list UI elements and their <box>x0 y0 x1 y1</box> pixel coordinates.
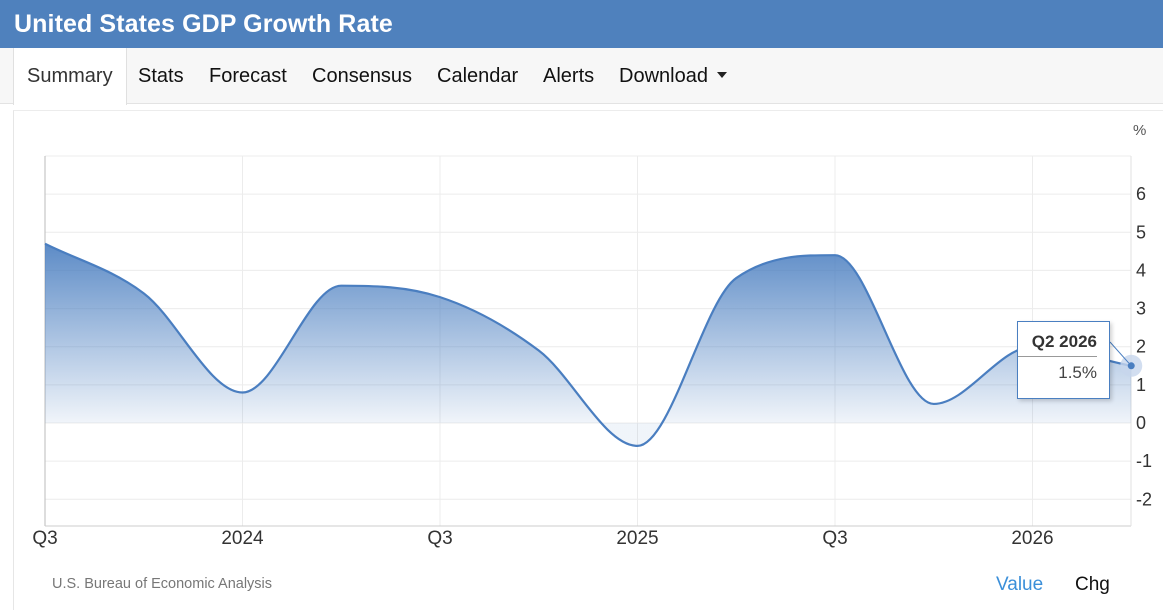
tooltip-value: 1.5% <box>1058 363 1097 382</box>
y-tick-label: 1 <box>1136 375 1146 395</box>
y-tick-label: 6 <box>1136 184 1146 204</box>
series-line <box>44 242 1132 447</box>
x-tick-label: 2024 <box>221 528 264 549</box>
y-tick-label: -2 <box>1136 489 1152 509</box>
series-area <box>45 243 1132 446</box>
tab-bar: Summary Stats Forecast Consensus Calenda… <box>0 48 1163 105</box>
y-tick-label: 2 <box>1136 337 1146 357</box>
x-tick-label: 2025 <box>616 528 658 549</box>
chart-tooltip: Q2 2026 1.5% <box>1017 321 1110 399</box>
y-tick-label: 5 <box>1136 222 1146 242</box>
tab-summary[interactable]: Summary <box>13 48 127 105</box>
y-tick-label: 0 <box>1136 413 1146 433</box>
caret-down-icon <box>716 71 727 78</box>
x-tick-label: 2026 <box>1011 528 1053 549</box>
x-tick-label: Q3 <box>32 528 57 549</box>
tab-forecast[interactable]: Forecast <box>209 65 287 87</box>
x-tick-label: Q3 <box>822 528 847 549</box>
tab-download-label: Download <box>619 65 708 87</box>
tab-calendar[interactable]: Calendar <box>437 65 519 87</box>
tab-consensus[interactable]: Consensus <box>312 65 413 87</box>
y-axis-unit: % <box>1133 122 1147 139</box>
y-tick-label: -1 <box>1136 451 1152 471</box>
y-tick-label: 4 <box>1136 260 1146 280</box>
x-tick-label: Q3 <box>427 528 452 549</box>
tooltip-pointer <box>1109 341 1132 367</box>
source-text: U.S. Bureau of Economic Analysis <box>52 576 273 592</box>
chart-panel <box>13 110 1163 610</box>
tooltip-label: Q2 2026 <box>1018 332 1097 357</box>
value-toggle[interactable]: Value <box>996 574 1044 595</box>
chg-toggle[interactable]: Chg <box>1075 574 1110 595</box>
tab-stats[interactable]: Stats <box>138 65 184 87</box>
page-title: United States GDP Growth Rate <box>0 0 1163 48</box>
tab-alerts[interactable]: Alerts <box>543 65 595 87</box>
tab-download[interactable]: Download <box>619 48 727 104</box>
y-tick-label: 3 <box>1136 299 1146 319</box>
